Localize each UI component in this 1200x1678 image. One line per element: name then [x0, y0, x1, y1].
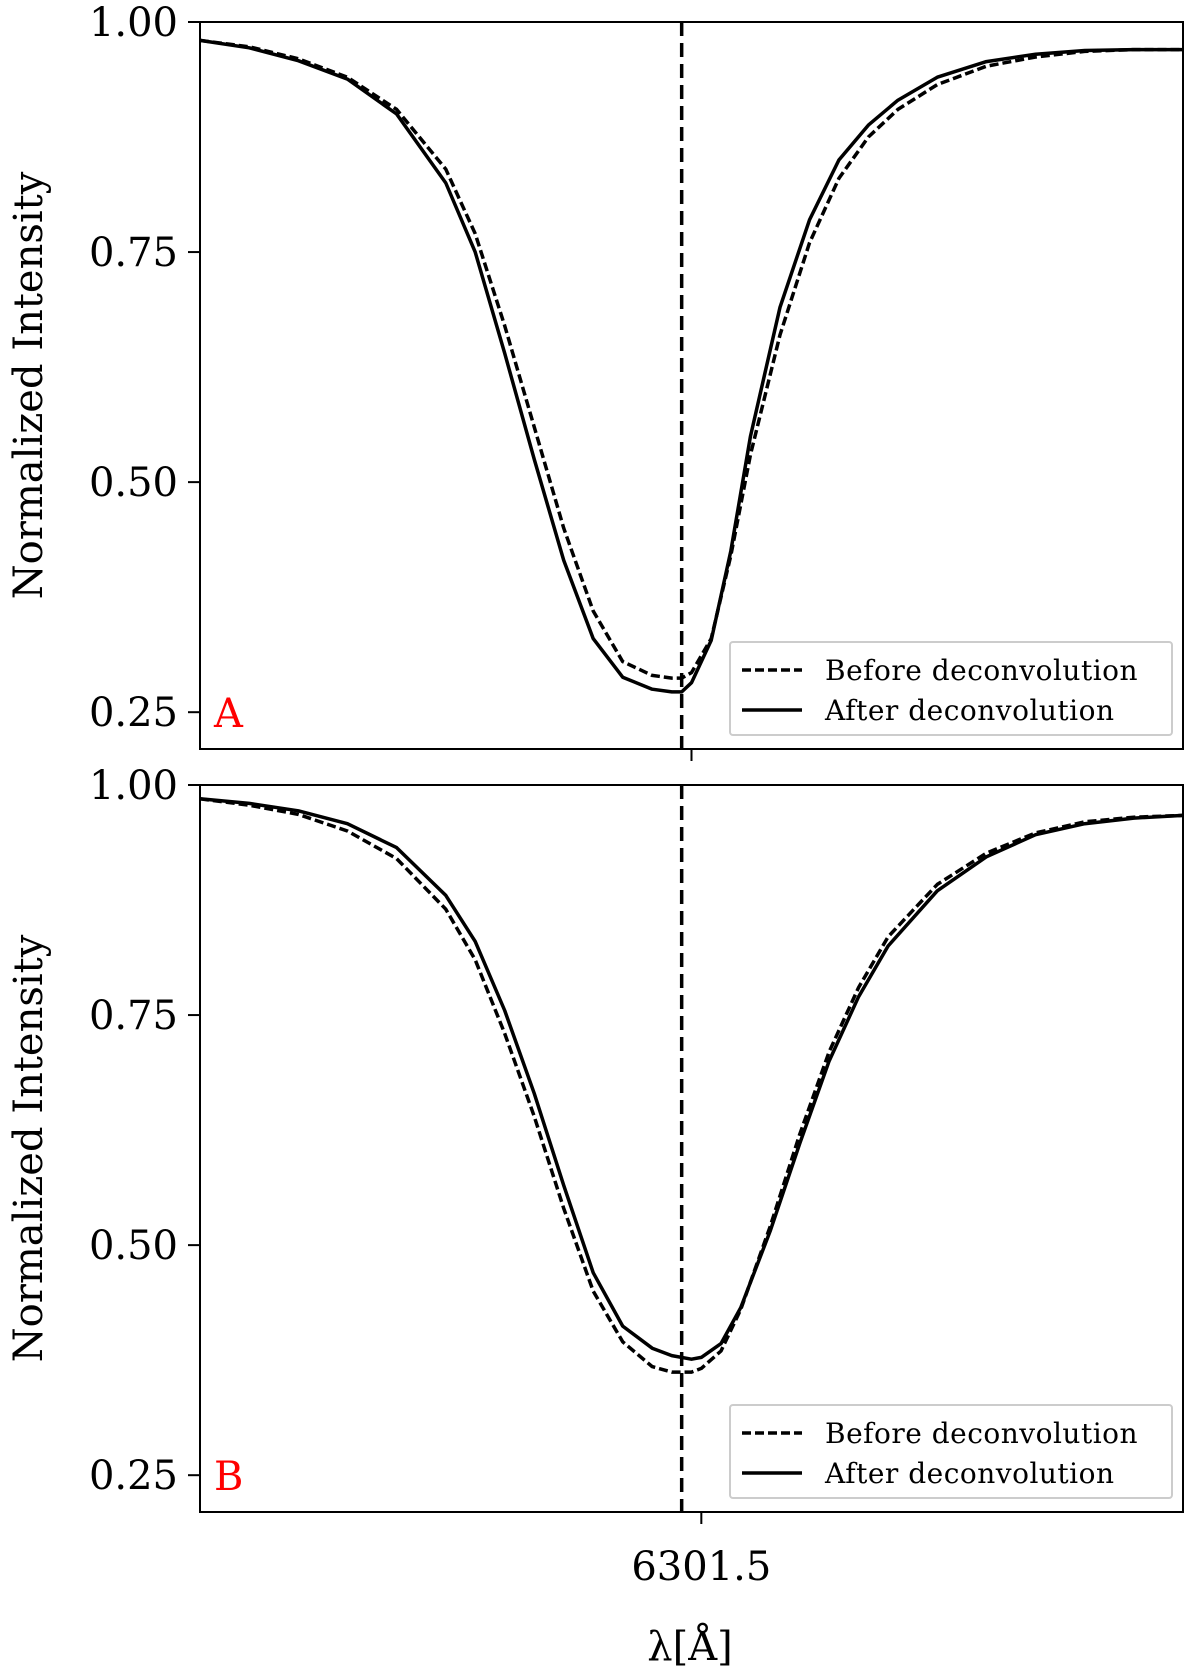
panel-label-b: B: [214, 1454, 243, 1500]
legend-label-b-1: After deconvolution: [824, 1457, 1115, 1490]
legend-label-a-0: Before deconvolution: [825, 654, 1138, 687]
y-tick-label-a-1: 0.50: [89, 460, 178, 506]
y-tick-label-b-2: 0.75: [89, 993, 178, 1039]
y-tick-label-a-0: 0.25: [89, 690, 178, 736]
legend-box-a: [729, 641, 1173, 736]
after-deconvolution-line-b: [199, 797, 1184, 1361]
y-tick-label-a-2: 0.75: [89, 230, 178, 276]
before-deconvolution-line-a: [199, 38, 1183, 680]
y-tick-label-a-3: 1.00: [89, 0, 178, 46]
axes-frame-b: [199, 784, 1184, 1513]
y-tick-label-b-1: 0.50: [89, 1223, 178, 1269]
legend-box-b: [729, 1404, 1173, 1499]
axes-frame-a: [199, 21, 1184, 750]
y-tick-label-b-0: 0.25: [89, 1453, 178, 1499]
y-axis-label-a: Normalized Intensity: [6, 171, 52, 599]
legend-label-a-1: After deconvolution: [824, 694, 1115, 727]
x-tick-label-b-0: 6301.5: [631, 1544, 771, 1590]
panel-label-a: A: [213, 691, 244, 737]
y-tick-label-b-3: 1.00: [89, 763, 178, 809]
legend-label-b-0: Before deconvolution: [825, 1417, 1138, 1450]
before-deconvolution-line-b: [199, 797, 1184, 1374]
x-axis-label: λ[Å]: [647, 1623, 732, 1670]
after-deconvolution-line-a: [199, 38, 1183, 694]
y-axis-label-b: Normalized Intensity: [6, 934, 52, 1362]
